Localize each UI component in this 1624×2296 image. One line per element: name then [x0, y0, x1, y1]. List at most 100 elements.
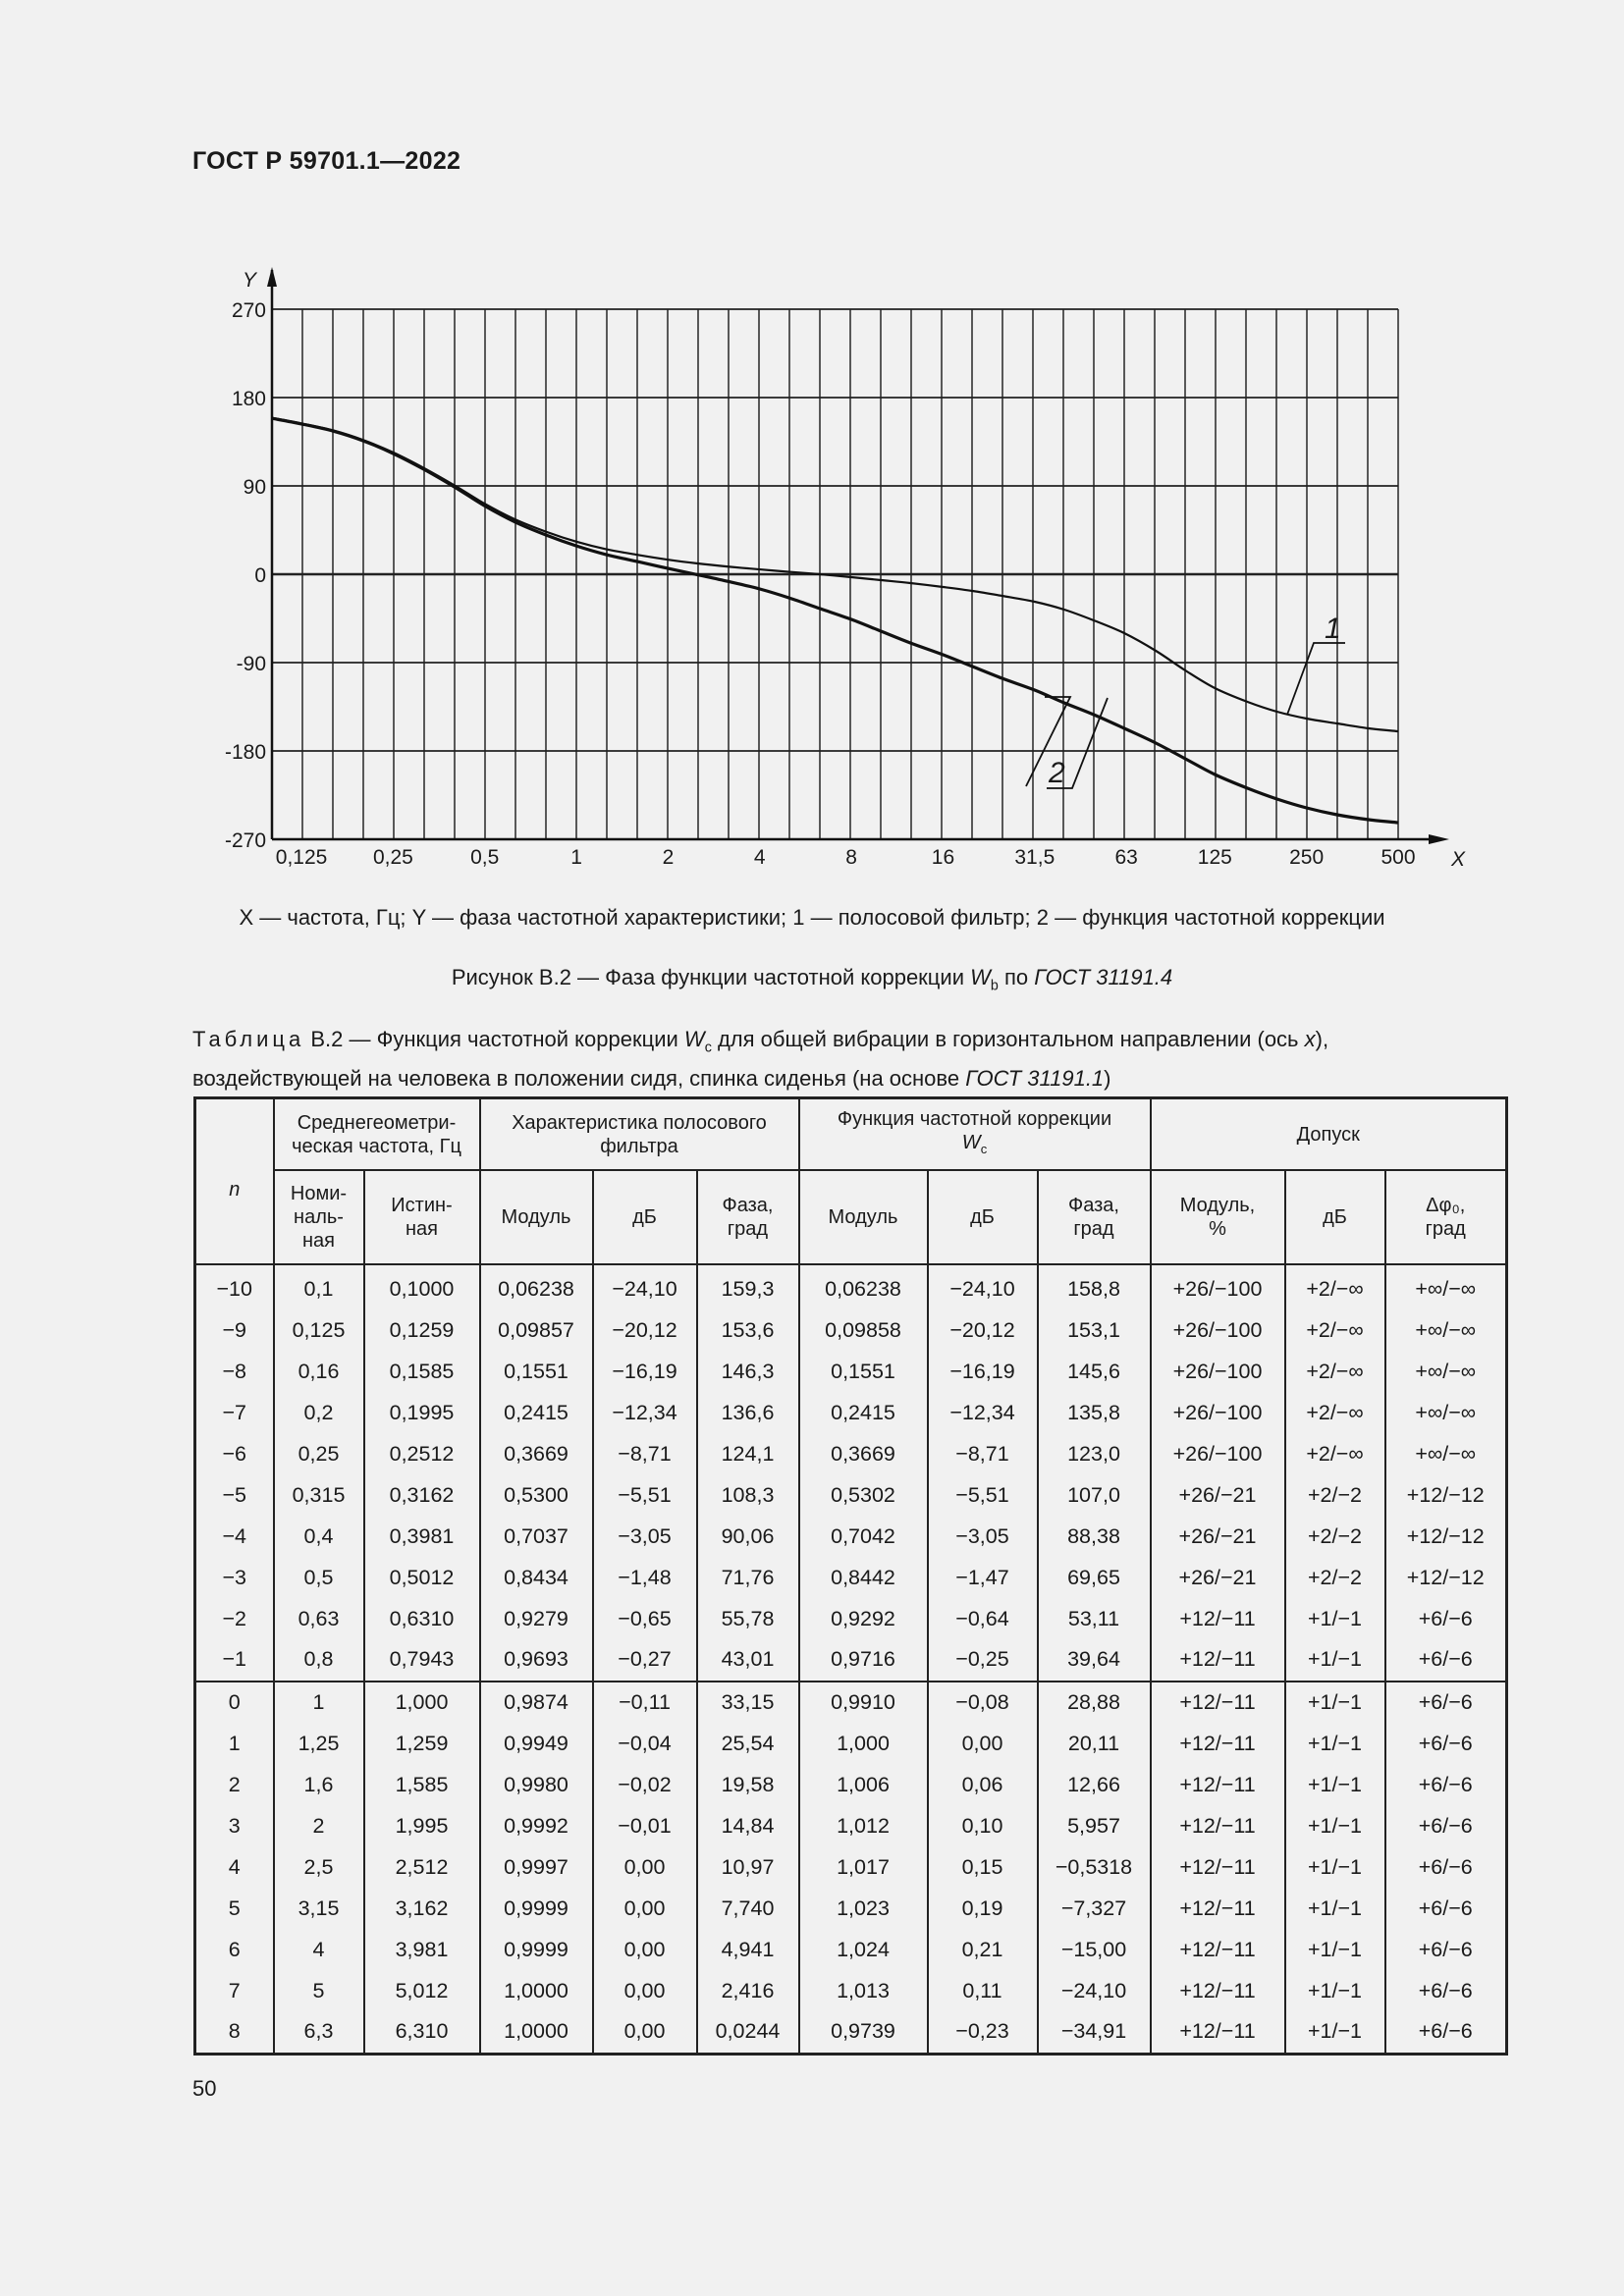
svg-text:125: 125	[1198, 846, 1232, 869]
table-cell: 6	[193, 1929, 275, 1971]
table-cell: 136,6	[695, 1392, 800, 1434]
table-cell: +12/−12	[1383, 1474, 1508, 1517]
table-cell: 0,2	[272, 1392, 365, 1434]
table-cell: +6/−6	[1383, 2011, 1508, 2055]
table-cell: 4,941	[695, 1929, 800, 1971]
table-cell: +6/−6	[1383, 1888, 1508, 1930]
header-nominal: Номи-наль-ная	[272, 1169, 365, 1265]
svg-text:180: 180	[232, 388, 266, 410]
table-cell: 0,00	[591, 1888, 698, 1930]
table-cell: −7	[193, 1392, 275, 1434]
table-cell: 20,11	[1036, 1723, 1152, 1765]
table-cell: 0,9279	[478, 1598, 594, 1640]
table-cell: 0,3981	[362, 1516, 481, 1558]
svg-text:-270: -270	[225, 829, 266, 852]
svg-text:-180: -180	[225, 741, 266, 764]
header-modulus: Модуль	[478, 1169, 594, 1265]
table-cell: 0,1259	[362, 1309, 481, 1352]
table-cell: 0,125	[272, 1309, 365, 1352]
table-cell: 0,2512	[362, 1433, 481, 1475]
table-cell: 43,01	[695, 1639, 800, 1682]
table-cell: 0,16	[272, 1351, 365, 1393]
table-cell: −15,00	[1036, 1929, 1152, 1971]
table-cell: 0,0244	[695, 2011, 800, 2055]
table-cell: 0,5012	[362, 1557, 481, 1599]
table-cell: 88,38	[1036, 1516, 1152, 1558]
table-cell: +1/−1	[1283, 1805, 1386, 1847]
table-cell: +26/−21	[1149, 1516, 1286, 1558]
svg-text:90: 90	[244, 476, 266, 499]
table-row: 3 2 1,995 0,9992 −0,01 14,84 1,012 0,10 5,957 +12…	[193, 1805, 1508, 1847]
table-cell: 12,66	[1036, 1764, 1152, 1806]
svg-text:500: 500	[1380, 846, 1415, 869]
page-number: 50	[192, 2076, 217, 2101]
table-cell: −5	[193, 1474, 275, 1517]
table-cell: −0,01	[591, 1805, 698, 1847]
table-row: 4 2,5 2,512 0,9997 0,00 10,97 1,017 0,15 −0,5318…	[193, 1846, 1508, 1889]
table-cell: +1/−1	[1283, 2011, 1386, 2055]
table-cell: 0,09857	[478, 1309, 594, 1352]
table-cell: 0,06238	[797, 1264, 929, 1310]
table-cell: −0,65	[591, 1598, 698, 1640]
table-cell: +∞/−∞	[1383, 1309, 1508, 1352]
table-cell: 0,3669	[478, 1433, 594, 1475]
table-cell: 0,10	[926, 1805, 1039, 1847]
table-cell: 0,7037	[478, 1516, 594, 1558]
table-cell: −8,71	[591, 1433, 698, 1475]
table-cell: −0,11	[591, 1680, 698, 1724]
table-row: −10 0,1 0,1000 0,06238 −24,10 159,3 0,06238 −24…	[193, 1264, 1508, 1310]
table-cell: 1,000	[362, 1680, 481, 1724]
table-cell: +6/−6	[1383, 1929, 1508, 1971]
header-modulus-wc: Модуль	[797, 1169, 929, 1265]
table-cell: 14,84	[695, 1805, 800, 1847]
table-cell: −7,327	[1036, 1888, 1152, 1930]
table-cell: 6,3	[272, 2011, 365, 2055]
table-cell: 0,1	[272, 1264, 365, 1310]
table-cell: +26/−100	[1149, 1351, 1286, 1393]
table-cell: 0,1551	[478, 1351, 594, 1393]
svg-text:Y: Y	[243, 269, 258, 292]
table-cell: +2/−∞	[1283, 1392, 1386, 1434]
table-cell: 1,585	[362, 1764, 481, 1806]
table-cell: +12/−11	[1149, 1888, 1286, 1930]
table-cell: 1,259	[362, 1723, 481, 1765]
table-cell: +6/−6	[1383, 1680, 1508, 1724]
table-cell: +1/−1	[1283, 1639, 1386, 1682]
chart-axes	[267, 267, 1449, 844]
header-n: n	[193, 1096, 275, 1265]
table-cell: +6/−6	[1383, 1723, 1508, 1765]
table-cell: −24,10	[926, 1264, 1039, 1310]
table-cell: 3,981	[362, 1929, 481, 1971]
table-cell: 0,00	[591, 2011, 698, 2055]
table-row: 8 6,3 6,310 1,0000 0,00 0,0244 0,9739 −0,23 −34,…	[193, 2011, 1508, 2055]
svg-text:-90: -90	[237, 653, 266, 675]
table-cell: 69,65	[1036, 1557, 1152, 1599]
table-cell: 0,9999	[478, 1929, 594, 1971]
table-cell: −1	[193, 1639, 275, 1682]
table-cell: +1/−1	[1283, 1846, 1386, 1889]
chart-grid	[271, 308, 1399, 840]
table-cell: +12/−11	[1149, 1680, 1286, 1724]
table-row: 0 1 1,000 0,9874 −0,11 33,15 0,9910 −0,08 28,88 +…	[193, 1680, 1508, 1724]
table-cell: +26/−21	[1149, 1474, 1286, 1517]
table-cell: 53,11	[1036, 1598, 1152, 1640]
table-cell: 1	[272, 1680, 365, 1724]
table-cell: −0,5318	[1036, 1846, 1152, 1889]
table-cell: 6,310	[362, 2011, 481, 2055]
table-cell: 2,416	[695, 1970, 800, 2012]
table-cell: 71,76	[695, 1557, 800, 1599]
table-cell: 39,64	[1036, 1639, 1152, 1682]
header-tolerance-group: Допуск	[1149, 1096, 1508, 1171]
table-cell: 0,7943	[362, 1639, 481, 1682]
table-cell: 1,25	[272, 1723, 365, 1765]
table-cell: 0,5300	[478, 1474, 594, 1517]
table-cell: −10	[193, 1264, 275, 1310]
table-cell: 124,1	[695, 1433, 800, 1475]
table-cell: +2/−2	[1283, 1474, 1386, 1517]
table-cell: +26/−100	[1149, 1392, 1286, 1434]
table-cell: +1/−1	[1283, 1764, 1386, 1806]
table-cell: 0,5302	[797, 1474, 929, 1517]
table-cell: −0,25	[926, 1639, 1039, 1682]
table-cell: −3,05	[591, 1516, 698, 1558]
table-cell: +1/−1	[1283, 1970, 1386, 2012]
